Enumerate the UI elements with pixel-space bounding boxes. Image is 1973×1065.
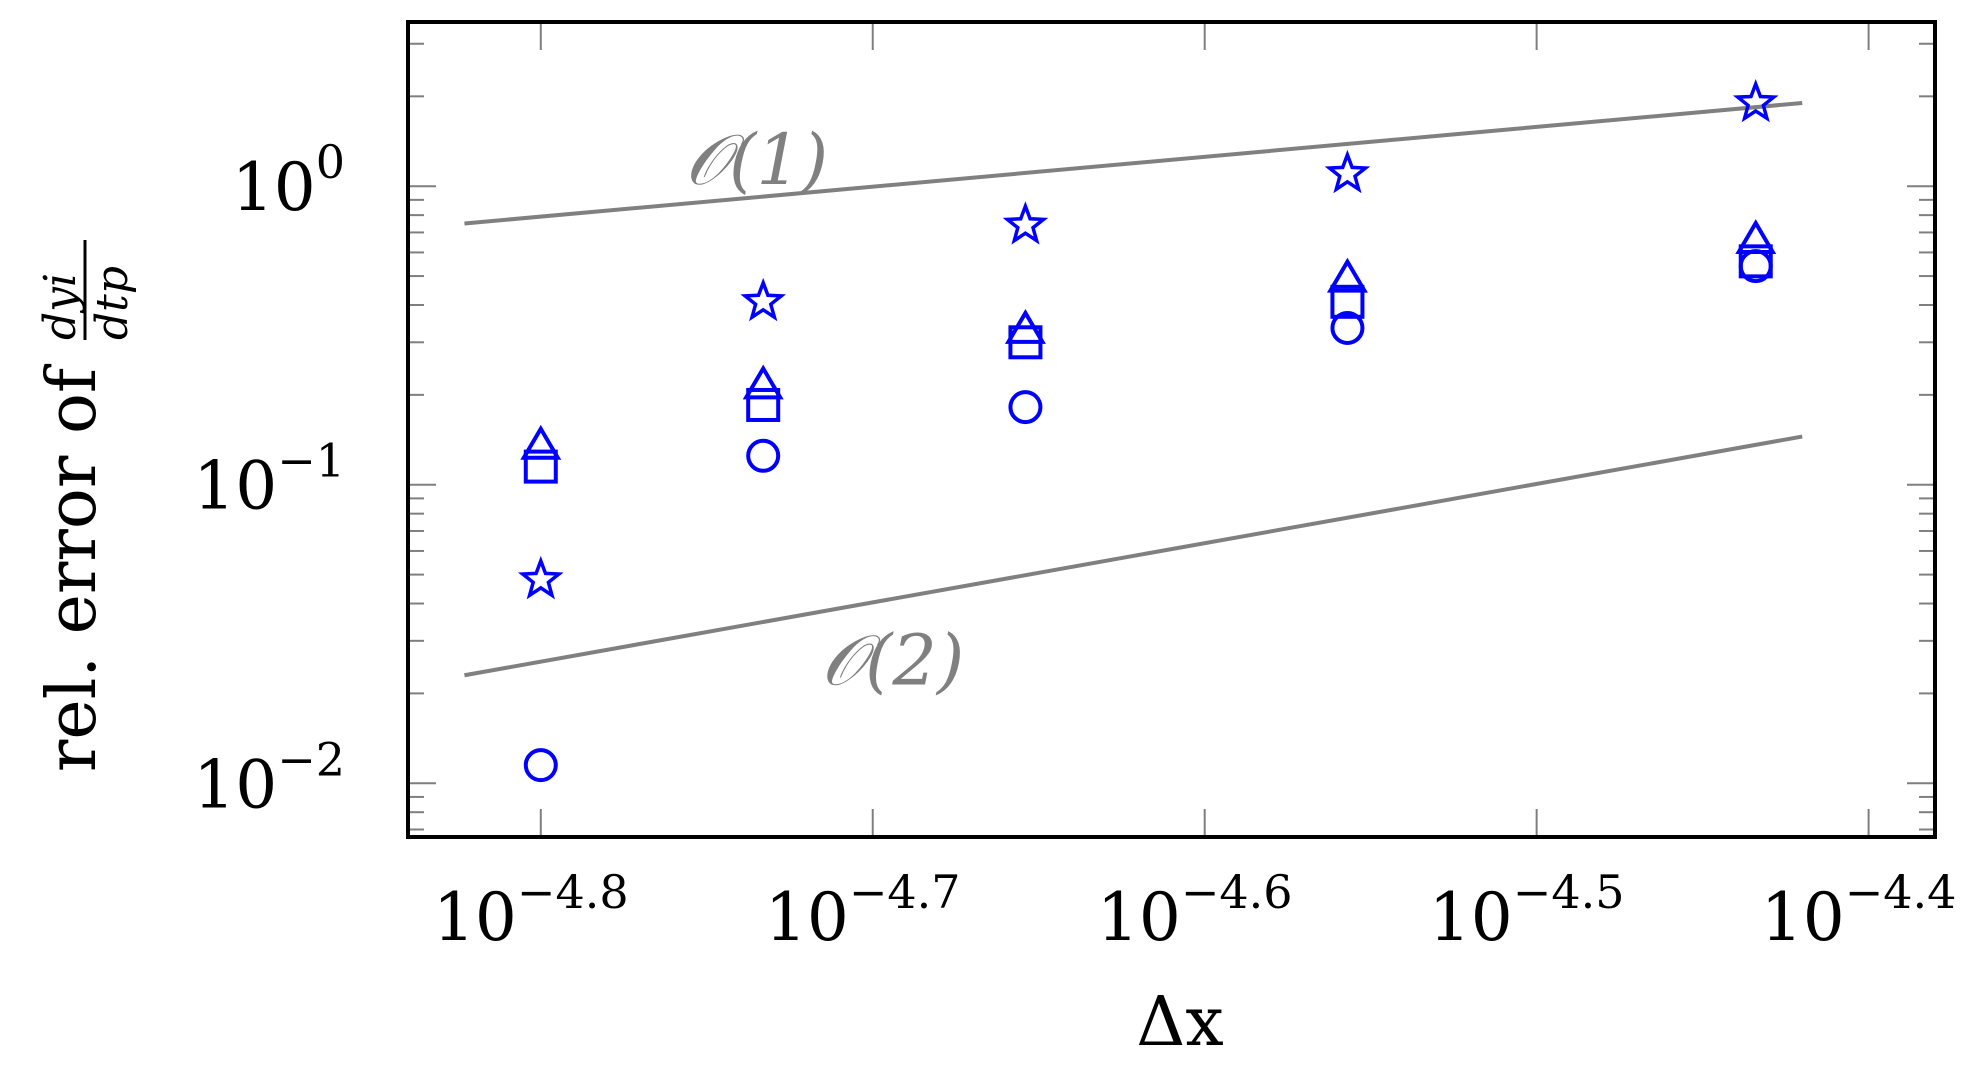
- y-tick-label-exponent: −2: [277, 732, 345, 786]
- data-point-star: [1324, 149, 1371, 194]
- data-point-star: [517, 555, 564, 600]
- y-axis-title-fraction: dyi dtp: [35, 240, 138, 340]
- x-tick-label-base: 10: [1761, 879, 1845, 956]
- x-tick-label-exponent: −4.8: [517, 865, 629, 919]
- x-tick-label-exponent: −4.7: [849, 865, 961, 919]
- axis-ticks: [408, 22, 1935, 837]
- y-tick-label-exponent: −1: [277, 434, 345, 488]
- data-markers: [517, 79, 1779, 783]
- tick-labels: 10−4.8 10−4.7 10−4.6 10−4.5 10−4.410010−110−…: [193, 135, 1956, 956]
- data-point-star: [1732, 79, 1779, 123]
- data-point-circle: [1738, 249, 1773, 284]
- y-tick-label: 10−1: [193, 434, 345, 525]
- data-point-square: [523, 449, 558, 484]
- reference-line-label: 𝒪(2): [821, 619, 964, 701]
- data-point-circle: [1330, 310, 1365, 345]
- reference-lines: 𝒪(1) 𝒪(2): [464, 100, 1803, 701]
- data-point-triangle: [520, 424, 562, 460]
- y-tick-label: 10−2: [193, 732, 345, 823]
- data-point-circle: [746, 438, 781, 473]
- x-tick-label: 10−4.8: [433, 865, 629, 956]
- data-point-star: [740, 277, 787, 322]
- x-tick-label-base: 10: [1429, 879, 1513, 956]
- x-tick-label-base: 10: [433, 879, 517, 956]
- data-point-triangle: [742, 364, 784, 400]
- data-point-circle: [1008, 390, 1043, 425]
- y-tick-label-base: 10: [232, 149, 316, 226]
- x-tick-label: 10−4.5: [1429, 865, 1625, 956]
- reference-line-label: 𝒪(1): [685, 119, 828, 201]
- y-tick-label: 100: [232, 135, 345, 226]
- y-tick-label-base: 10: [193, 746, 277, 823]
- x-axis-title: Δx: [1136, 983, 1223, 1062]
- y-axis-title-text: rel. error of: [33, 363, 112, 772]
- y-tick-label-base: 10: [193, 448, 277, 525]
- y-tick-label-exponent: 0: [316, 135, 345, 189]
- reference-line: [464, 100, 1803, 226]
- x-tick-label-exponent: −4.6: [1181, 865, 1293, 919]
- x-tick-label: 10−4.7: [765, 865, 961, 956]
- data-point-triangle: [1326, 257, 1368, 293]
- y-axis-fraction-numerator: dyi: [35, 273, 86, 340]
- x-tick-label-exponent: −4.5: [1513, 865, 1625, 919]
- plot-frame: [406, 20, 1937, 839]
- reference-line: [464, 434, 1803, 678]
- x-tick-label-base: 10: [1097, 879, 1181, 956]
- y-axis-title: rel. error of dyi dtp: [33, 240, 138, 772]
- y-axis-fraction-denominator: dtp: [87, 266, 138, 340]
- x-tick-label-base: 10: [765, 879, 849, 956]
- x-tick-label: 10−4.6: [1097, 865, 1293, 956]
- data-point-circle: [523, 748, 558, 783]
- data-point-square: [746, 387, 781, 422]
- data-point-square: [1330, 284, 1365, 319]
- data-point-star: [1002, 201, 1049, 245]
- x-tick-label: 10−4.4: [1761, 865, 1957, 956]
- x-tick-label-exponent: −4.4: [1845, 865, 1957, 919]
- data-point-square: [1008, 325, 1043, 360]
